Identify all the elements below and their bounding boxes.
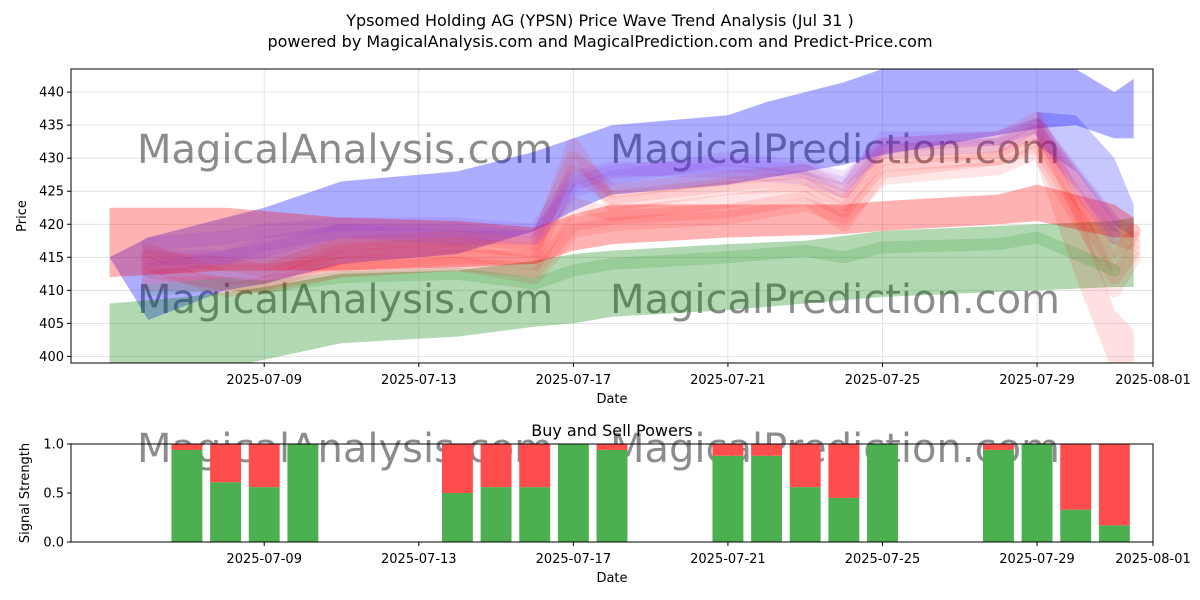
buy-bar: [1060, 509, 1092, 542]
sell-bar: [751, 444, 783, 456]
buy-bar: [1021, 444, 1053, 542]
signal-x-tick-label: 2025-07-17: [536, 552, 612, 567]
sell-bar: [789, 444, 821, 488]
signal-bars: [171, 444, 1130, 542]
sell-bar: [712, 444, 744, 456]
price-x-tick-label: 2025-07-13: [381, 373, 457, 388]
price-band-blue-1: [1037, 111, 1134, 238]
signal-chart-title: Buy and Sell Powers: [531, 421, 693, 440]
price-y-tick-label: 425: [39, 185, 64, 200]
price-plot-frame: [70, 68, 1154, 364]
price-wave-line-6: [141, 118, 1122, 265]
buy-bar: [867, 444, 898, 542]
price-grid: [71, 69, 1154, 363]
signal-x-tick-label: 2025-07-09: [226, 552, 302, 567]
price-x-axis-label: Date: [596, 392, 627, 407]
signal-x-tick-label: 2025-07-25: [845, 552, 921, 567]
signal-x-tick-label: 2025-08-01: [1115, 552, 1191, 567]
price-y-tick-label: 430: [39, 152, 64, 167]
price-wave-line-4: [141, 111, 1141, 298]
buy-bar: [789, 487, 821, 542]
buy-bar: [1098, 525, 1130, 542]
buy-bar: [519, 487, 551, 542]
buy-bar: [712, 455, 744, 542]
buy-bar: [596, 449, 628, 542]
sell-bar: [982, 444, 1014, 450]
price-wave-line-2: [141, 124, 1141, 285]
price-wave-line-1: [141, 131, 1141, 298]
price-lines: [141, 111, 1141, 298]
price-wave-line-7: [141, 118, 1122, 252]
price-band-red-3: [109, 184, 1134, 278]
price-x-tick-label: 2025-07-25: [845, 373, 921, 388]
price-wave-line-0: [141, 144, 1141, 295]
price-x-tick-label: 2025-07-09: [226, 373, 302, 388]
price-wave-line-9: [142, 231, 1121, 297]
sell-bar: [171, 444, 203, 450]
price-bands: [109, 69, 1134, 363]
price-y-tick-label: 420: [39, 218, 64, 233]
buy-bar: [171, 449, 203, 542]
signal-y-tick-label: 0.5: [43, 487, 64, 502]
signal-x-tick-label: 2025-07-21: [690, 552, 766, 567]
price-y-ticks: 400 405 410 415 420 425 430 435 440: [39, 86, 71, 365]
price-y-tick-label: 410: [39, 284, 64, 299]
price-x-tick-label: 2025-07-29: [999, 373, 1075, 388]
buy-bar: [441, 493, 473, 542]
price-y-tick-label: 440: [39, 86, 64, 101]
price-y-tick-label: 435: [39, 119, 64, 134]
sell-bar: [480, 444, 512, 488]
chart-subtitle: powered by MagicalAnalysis.com and Magic…: [267, 32, 932, 51]
buy-bar: [982, 449, 1014, 542]
price-y-axis-label: Price: [15, 200, 30, 232]
price-y-tick-label: 400: [39, 350, 64, 365]
buy-bar: [210, 482, 242, 542]
sell-bar: [248, 444, 280, 488]
price-x-tick-label: 2025-07-21: [690, 373, 766, 388]
chart-title: Ypsomed Holding AG (YPSN) Price Wave Tre…: [345, 11, 854, 30]
signal-x-tick-label: 2025-07-13: [381, 552, 457, 567]
price-chart: MagicalAnalysis.com MagicalPrediction.co…: [15, 68, 1191, 407]
price-wave-line-8: [141, 124, 1122, 278]
sell-bar: [210, 444, 242, 483]
signal-x-ticks: 2025-07-09 2025-07-13 2025-07-17 2025-07-21…: [226, 542, 1191, 567]
watermark-price-right-lower: MagicalPrediction.com: [610, 277, 1060, 323]
price-band-blue-0: [109, 69, 1134, 321]
watermark-price-left-lower: MagicalAnalysis.com: [137, 277, 553, 323]
signal-y-tick-label: 1.0: [43, 438, 64, 453]
price-band-green-2: [109, 217, 1134, 363]
sell-bar: [1060, 444, 1092, 510]
sell-bar: [828, 444, 860, 498]
signal-y-ticks: 0.0 0.5 1.0: [43, 438, 71, 551]
buy-bar: [828, 497, 860, 542]
buy-bar: [480, 487, 512, 542]
price-wave-line-3: [141, 118, 1141, 285]
buy-bar: [248, 487, 280, 542]
buy-bar: [557, 444, 589, 542]
signal-y-tick-label: 0.0: [43, 536, 64, 551]
buy-bar: [751, 455, 783, 542]
price-x-tick-label: 2025-07-17: [536, 373, 612, 388]
price-y-tick-label: 415: [39, 251, 64, 266]
price-plot-area: [71, 69, 1153, 363]
watermark-price-right: MagicalPrediction.com: [610, 127, 1060, 173]
signal-y-axis-label: Signal Strength: [18, 443, 33, 543]
price-x-ticks: 2025-07-09 2025-07-13 2025-07-17 2025-07-21…: [226, 363, 1191, 388]
sell-bar: [441, 444, 473, 493]
signal-x-axis-label: Date: [596, 571, 627, 586]
signal-chart: Buy and Sell Powers MagicalAnalysis.com …: [18, 421, 1191, 586]
sell-bar: [1098, 444, 1130, 526]
buy-bar: [287, 444, 319, 542]
price-x-tick-label: 2025-08-01: [1115, 373, 1191, 388]
price-band-red-4: [1037, 111, 1134, 363]
sell-bar: [596, 444, 628, 450]
signal-x-tick-label: 2025-07-29: [999, 552, 1075, 567]
price-wave-line-5: [141, 137, 1141, 291]
price-y-tick-label: 405: [39, 317, 64, 332]
watermark-price-left: MagicalAnalysis.com: [137, 127, 553, 173]
sell-bar: [519, 444, 551, 488]
